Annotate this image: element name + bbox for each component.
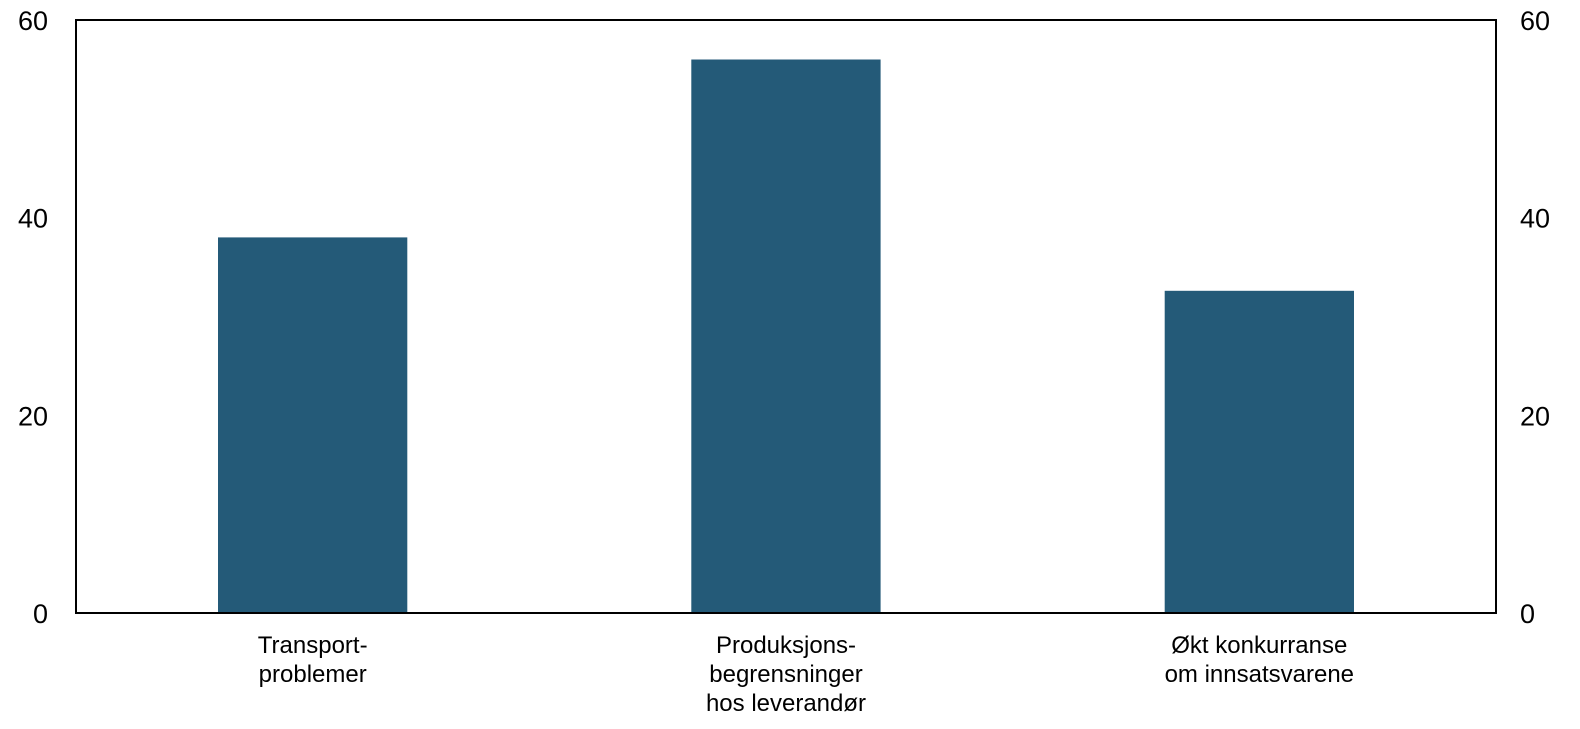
x-category-label-line: Økt konkurranse xyxy=(1171,632,1347,659)
y-tick-label-left: 20 xyxy=(18,401,48,431)
x-category-label-1: Transport-problemer xyxy=(258,632,368,688)
y-tick-label-right: 60 xyxy=(1520,6,1550,36)
x-category-label-3: Økt konkurranse om innsatsvarene xyxy=(1165,632,1354,688)
bars-group xyxy=(218,59,1354,613)
bar-2 xyxy=(691,59,881,613)
x-category-label-line: hos leverandør xyxy=(706,690,866,717)
left-y-axis: 0 20 40 60 xyxy=(18,6,48,629)
x-category-label-line: om innsatsvarene xyxy=(1165,661,1354,688)
x-category-label-2: Produksjons-begrensninger hos leverandør xyxy=(706,632,866,717)
y-tick-label-left: 40 xyxy=(18,204,48,234)
x-category-label-line: begrensninger xyxy=(709,661,862,688)
right-y-axis: 0 20 40 60 xyxy=(1520,6,1550,629)
y-tick-label-left: 60 xyxy=(18,6,48,36)
y-tick-label-left: 0 xyxy=(33,599,48,629)
y-tick-label-right: 20 xyxy=(1520,401,1550,431)
y-tick-label-right: 0 xyxy=(1520,599,1535,629)
x-category-label-line: Produksjons- xyxy=(716,632,856,659)
x-category-label-line: problemer xyxy=(259,661,367,688)
x-category-label-line: Transport- xyxy=(258,632,368,659)
bar-1 xyxy=(218,237,408,613)
x-axis: Transport-problemer Produksjons-begrensni… xyxy=(258,632,1354,717)
plot-frame xyxy=(75,19,1497,614)
bar-3 xyxy=(1164,290,1354,613)
y-tick-label-right: 40 xyxy=(1520,204,1550,234)
